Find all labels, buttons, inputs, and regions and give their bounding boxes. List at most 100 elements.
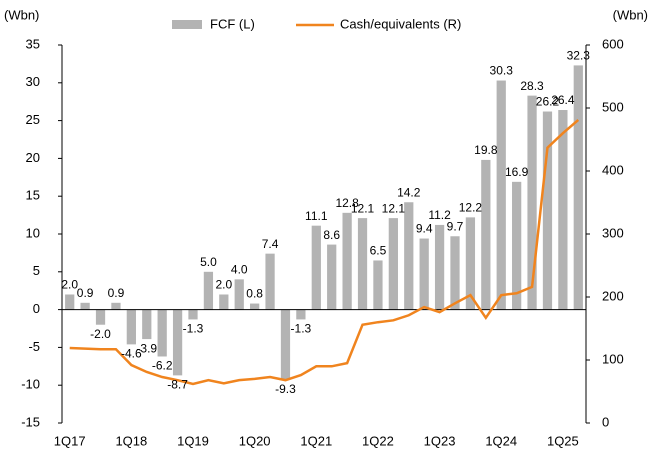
- bar: [450, 236, 460, 310]
- bar: [80, 302, 90, 310]
- x-tick-label: 1Q18: [115, 433, 147, 448]
- data-label: 9.7: [447, 219, 464, 233]
- data-label: 8.6: [323, 228, 340, 242]
- data-label: 2.0: [215, 278, 232, 292]
- data-label: -1.3: [291, 322, 312, 336]
- y2-tick-label: 200: [602, 288, 624, 303]
- bar: [126, 309, 136, 345]
- y-axis-label: (Wbn): [4, 7, 39, 22]
- bar: [65, 294, 75, 310]
- bar: [188, 309, 198, 320]
- bar: [527, 95, 537, 310]
- data-label: 0.8: [246, 287, 263, 301]
- bar: [142, 309, 152, 340]
- data-label: -8.7: [167, 378, 188, 392]
- data-label: 28.3: [520, 79, 544, 93]
- bar: [496, 80, 506, 310]
- bar: [481, 159, 491, 310]
- data-label: 14.2: [397, 185, 421, 199]
- data-label: -2.0: [90, 327, 111, 341]
- y-tick-label: 5: [33, 263, 40, 278]
- y-tick-label: 30: [26, 74, 40, 89]
- bar: [388, 218, 398, 310]
- bar: [296, 309, 306, 320]
- bar: [465, 217, 476, 310]
- legend-label: FCF (L): [210, 16, 255, 31]
- y-tick-label: 0: [33, 301, 40, 316]
- cash-line: [69, 119, 580, 386]
- data-label: 12.8: [335, 196, 359, 210]
- data-label: -9.3: [275, 382, 296, 396]
- data-label: 0.9: [77, 286, 94, 300]
- data-label: 16.9: [505, 165, 529, 179]
- x-tick-label: 1Q25: [547, 433, 579, 448]
- bar: [573, 65, 583, 310]
- bar: [434, 224, 445, 310]
- bar: [311, 225, 321, 310]
- bar: [558, 110, 568, 310]
- bar: [234, 279, 244, 310]
- data-label: 19.8: [474, 143, 498, 157]
- bar: [157, 309, 167, 357]
- x-tick-label: 1Q22: [362, 433, 394, 448]
- data-label: -6.2: [152, 359, 173, 373]
- bar: [419, 238, 429, 310]
- y-tick-label: 15: [26, 188, 40, 203]
- bar: [95, 309, 106, 325]
- data-label: -4.6: [121, 347, 142, 361]
- y-tick-label: -10: [21, 377, 40, 392]
- bar: [327, 244, 337, 310]
- bar: [357, 218, 368, 310]
- y-tick-label: -15: [21, 414, 40, 429]
- data-label: 11.1: [305, 209, 328, 223]
- y2-tick-label: 300: [602, 225, 624, 240]
- bar: [542, 111, 553, 310]
- y2-axis-label: (Wbn): [613, 7, 648, 22]
- data-label: 6.5: [370, 244, 387, 258]
- data-label: 2.0: [61, 278, 78, 292]
- y2-tick-label: 400: [602, 162, 624, 177]
- bar: [512, 181, 522, 310]
- data-label: 9.4: [416, 222, 433, 236]
- bar: [342, 212, 352, 310]
- x-tick-label: 1Q17: [54, 433, 86, 448]
- bar: [404, 202, 414, 310]
- data-label: -3.9: [136, 341, 157, 355]
- y-tick-label: 35: [26, 36, 40, 51]
- x-tick-label: 1Q21: [300, 433, 332, 448]
- data-label: 7.4: [262, 237, 279, 251]
- legend-label: Cash/equivalents (R): [340, 16, 461, 31]
- bar: [373, 260, 383, 310]
- data-label: -1.3: [183, 322, 204, 336]
- data-label: 0.9: [108, 286, 125, 300]
- y-tick-label: -5: [28, 339, 40, 354]
- data-label: 30.3: [490, 64, 514, 78]
- data-label: 11.2: [428, 208, 451, 222]
- bar: [250, 303, 260, 310]
- data-label: 12.1: [382, 201, 406, 215]
- y2-tick-label: 600: [602, 36, 624, 51]
- bar: [265, 253, 275, 310]
- y2-tick-label: 500: [602, 99, 624, 114]
- y-tick-label: 20: [26, 150, 40, 165]
- x-tick-label: 1Q20: [239, 433, 271, 448]
- bar: [219, 294, 229, 310]
- x-tick-label: 1Q23: [424, 433, 456, 448]
- y-tick-label: 25: [26, 112, 40, 127]
- x-tick-label: 1Q24: [485, 433, 517, 448]
- data-label: 12.2: [459, 201, 483, 215]
- bar: [172, 309, 183, 376]
- data-label: 26.2: [536, 95, 560, 109]
- y-tick-label: 10: [26, 225, 40, 240]
- bar: [111, 302, 121, 310]
- data-label: 26.4: [551, 93, 575, 107]
- bar: [203, 271, 214, 310]
- bar: [280, 309, 291, 380]
- y2-tick-label: 0: [602, 414, 609, 429]
- x-tick-label: 1Q19: [177, 433, 209, 448]
- data-label: 5.0: [200, 255, 217, 269]
- data-label: 12.1: [351, 201, 375, 215]
- legend-swatch: [172, 20, 202, 29]
- y2-tick-label: 100: [602, 351, 624, 366]
